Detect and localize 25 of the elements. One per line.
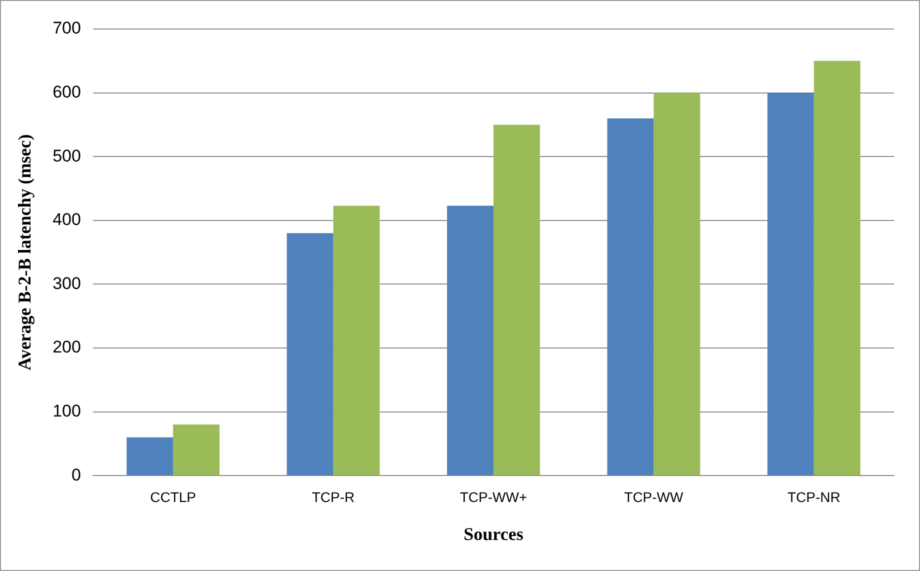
x-tick-label: TCP-R [312,488,355,505]
x-tick-label: TCP-WW+ [460,488,528,505]
bar [493,124,540,476]
y-tick-label: 500 [52,146,81,166]
y-tick-label: 700 [52,18,81,38]
x-tick-label: TCP-NR [787,488,840,505]
bar [447,206,494,476]
y-tick-label: 600 [52,82,81,102]
y-tick-label: 300 [52,274,81,293]
x-tick-label: CCTLP [150,488,196,505]
bar [767,92,814,476]
y-axis-title: Average B-2-B latenchy (msec) [14,134,34,370]
bar [607,118,654,476]
x-axis-title: Sources [464,524,524,544]
bar [286,233,334,476]
bar [814,60,860,476]
y-tick-label: 0 [71,465,81,484]
y-tick-label: 200 [52,338,81,357]
bar [173,424,220,476]
x-tick-label: TCP-WW [624,488,684,505]
bar [126,437,174,476]
y-tick-label: 100 [52,401,81,420]
bar [654,92,700,476]
bar [333,206,380,476]
y-tick-label: 400 [52,210,81,230]
